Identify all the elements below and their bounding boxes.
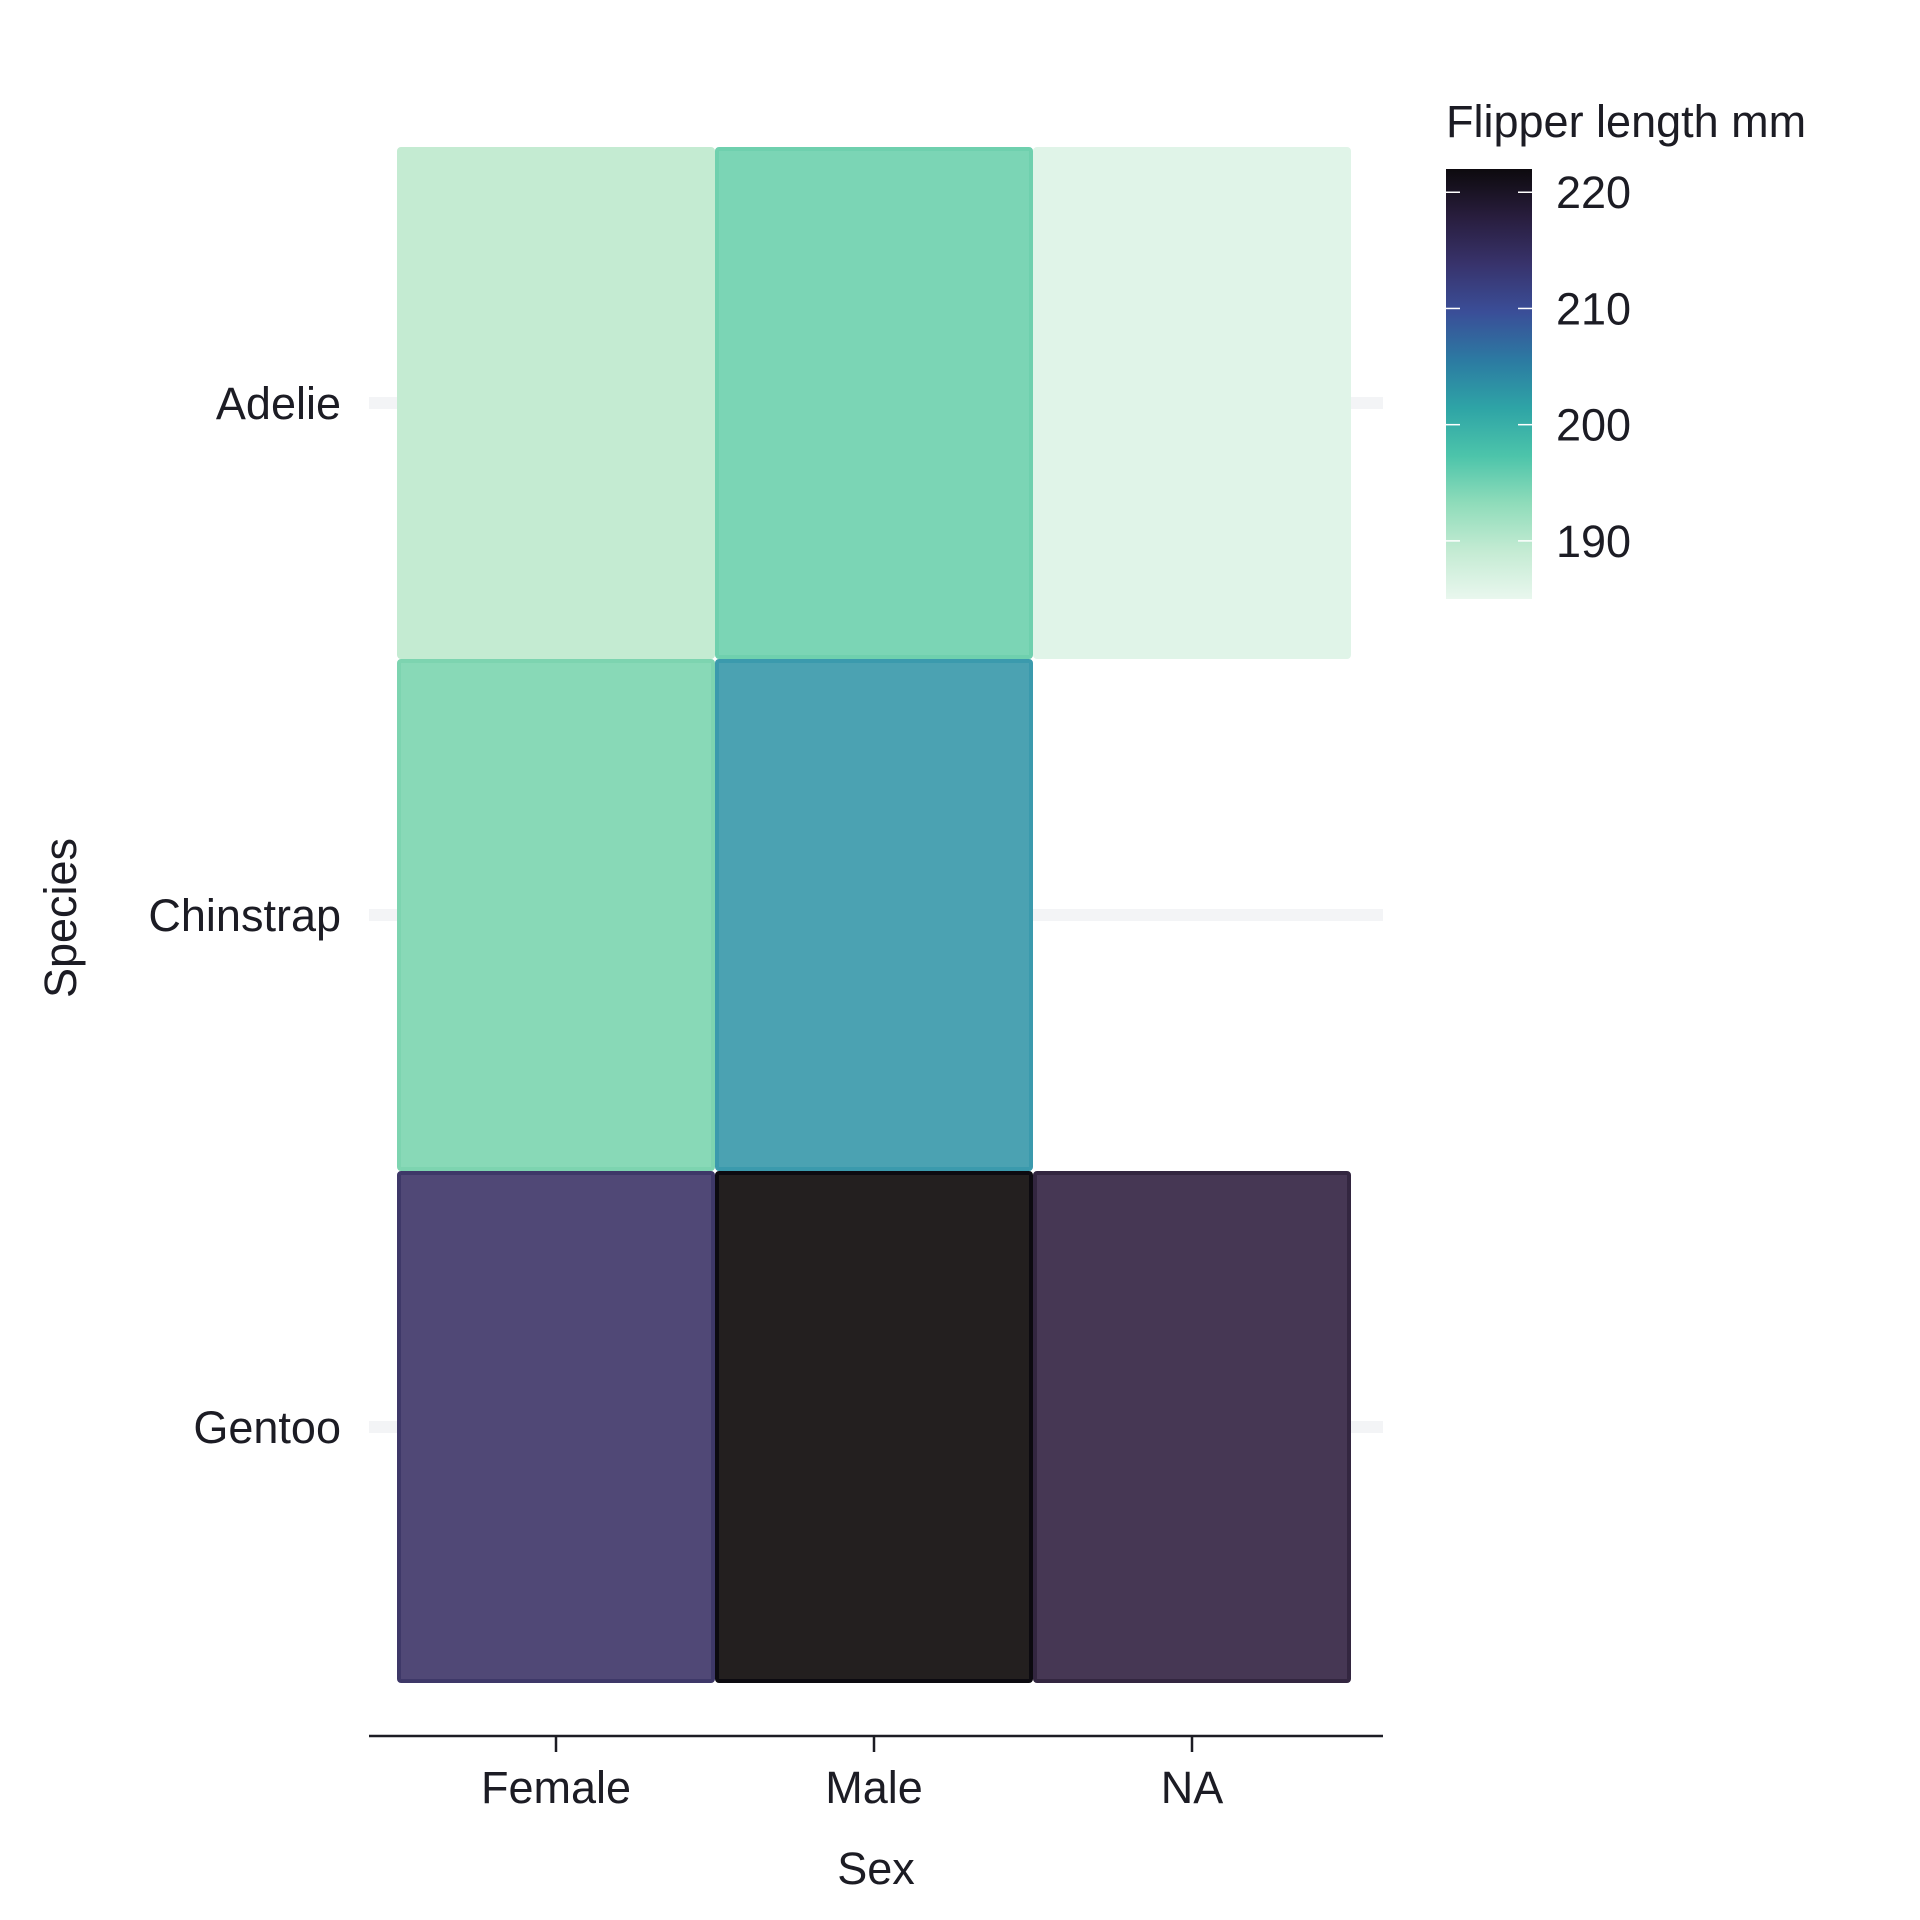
colorbar-legend: Flipper length mm 190 200 210 220 [1446,96,1806,599]
y-axis: Adelie Chinstrap Gentoo [148,378,341,1453]
heatmap-cells [397,147,1351,1683]
cell-adelie-female [397,147,715,659]
y-axis-title: Species [35,838,86,998]
x-axis: Female Male NA [369,1734,1383,1813]
cell-gentoo-na [1033,1171,1351,1683]
colorbar-gradient [1446,169,1532,599]
y-tick-label-chinstrap: Chinstrap [148,890,341,941]
cell-gentoo-female [397,1171,715,1683]
x-tick-label-male: Male [825,1762,923,1813]
colorbar-label-220: 220 [1556,167,1631,218]
colorbar-title: Flipper length mm [1446,96,1806,147]
colorbar-label-200: 200 [1556,400,1631,451]
x-axis-title: Sex [837,1843,915,1894]
x-tick-label-female: Female [481,1762,631,1813]
cell-adelie-na [1033,147,1351,659]
cell-chinstrap-female [397,659,715,1171]
cell-gentoo-male [715,1171,1033,1683]
colorbar-label-210: 210 [1556,283,1631,334]
y-tick-label-gentoo: Gentoo [193,1402,341,1453]
cell-chinstrap-male [715,659,1033,1171]
cell-adelie-male [715,147,1033,659]
x-tick-label-na: NA [1161,1762,1224,1813]
y-tick-label-adelie: Adelie [216,378,341,429]
colorbar-label-190: 190 [1556,516,1631,567]
